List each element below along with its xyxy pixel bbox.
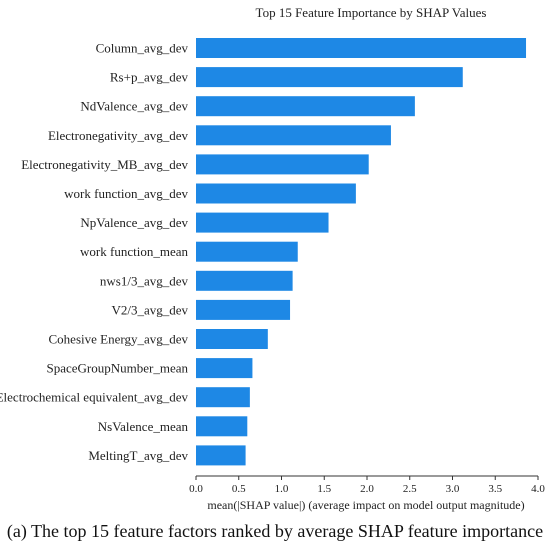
category-label: MeltingT_avg_dev	[88, 448, 188, 463]
shap-bar-chart: Top 15 Feature Importance by SHAP Values…	[0, 5, 545, 512]
x-tick-label: 1.5	[317, 483, 331, 495]
category-label: Column_avg_dev	[96, 41, 189, 56]
bar	[196, 38, 527, 58]
category-label: NdValence_avg_dev	[80, 99, 188, 114]
x-axis-label: mean(|SHAP value|) (average impact on mo…	[207, 498, 524, 512]
category-label: Rs+p_avg_dev	[110, 70, 189, 85]
category-label: Electrochemical equivalent_avg_dev	[0, 390, 188, 405]
category-label: Cohesive Energy_avg_dev	[49, 332, 189, 347]
category-label-group: Column_avg_dev Rs+p_avg_dev NdValence_avg_…	[0, 41, 188, 463]
category-label: work function_avg_dev	[64, 186, 188, 201]
x-tick-label: 0.0	[189, 483, 203, 495]
category-label: Electronegativity_avg_dev	[48, 128, 189, 143]
bar	[196, 445, 246, 466]
bar	[196, 96, 415, 117]
category-label: NsValence_mean	[98, 419, 189, 434]
bar-group	[196, 38, 527, 466]
bar	[196, 183, 356, 204]
category-label: nws1/3_avg_dev	[100, 273, 189, 288]
category-label: Electronegativity_MB_avg_dev	[21, 157, 188, 172]
category-label: SpaceGroupNumber_mean	[46, 361, 188, 376]
x-tick-label: 3.5	[488, 483, 502, 495]
bar	[196, 67, 463, 88]
figure-caption: (a) The top 15 feature factors ranked by…	[6, 521, 544, 541]
category-label: V2/3_avg_dev	[111, 302, 188, 317]
x-tick-label: 2.0	[360, 483, 374, 495]
bar	[196, 125, 391, 146]
category-label: NpValence_avg_dev	[80, 215, 188, 230]
x-tick-label: 1.0	[275, 483, 289, 495]
bar	[196, 241, 298, 262]
chart-title: Top 15 Feature Importance by SHAP Values	[256, 5, 487, 20]
x-tick-label: 4.0	[531, 483, 545, 495]
x-tick-label: 2.5	[403, 483, 417, 495]
bar	[196, 387, 250, 408]
category-label: work function_mean	[80, 244, 188, 259]
x-tick-label: 0.5	[232, 483, 246, 495]
bar	[196, 299, 291, 320]
bar	[196, 416, 248, 437]
bar	[196, 212, 329, 233]
bar	[196, 270, 293, 291]
bar	[196, 154, 369, 175]
bar	[196, 358, 253, 379]
x-tick-group: 0.0 0.5 1.0 1.5 2.0 2.5 3.0 3.5 4.0	[189, 476, 545, 495]
x-tick-label: 3.0	[446, 483, 460, 495]
bar	[196, 329, 268, 349]
